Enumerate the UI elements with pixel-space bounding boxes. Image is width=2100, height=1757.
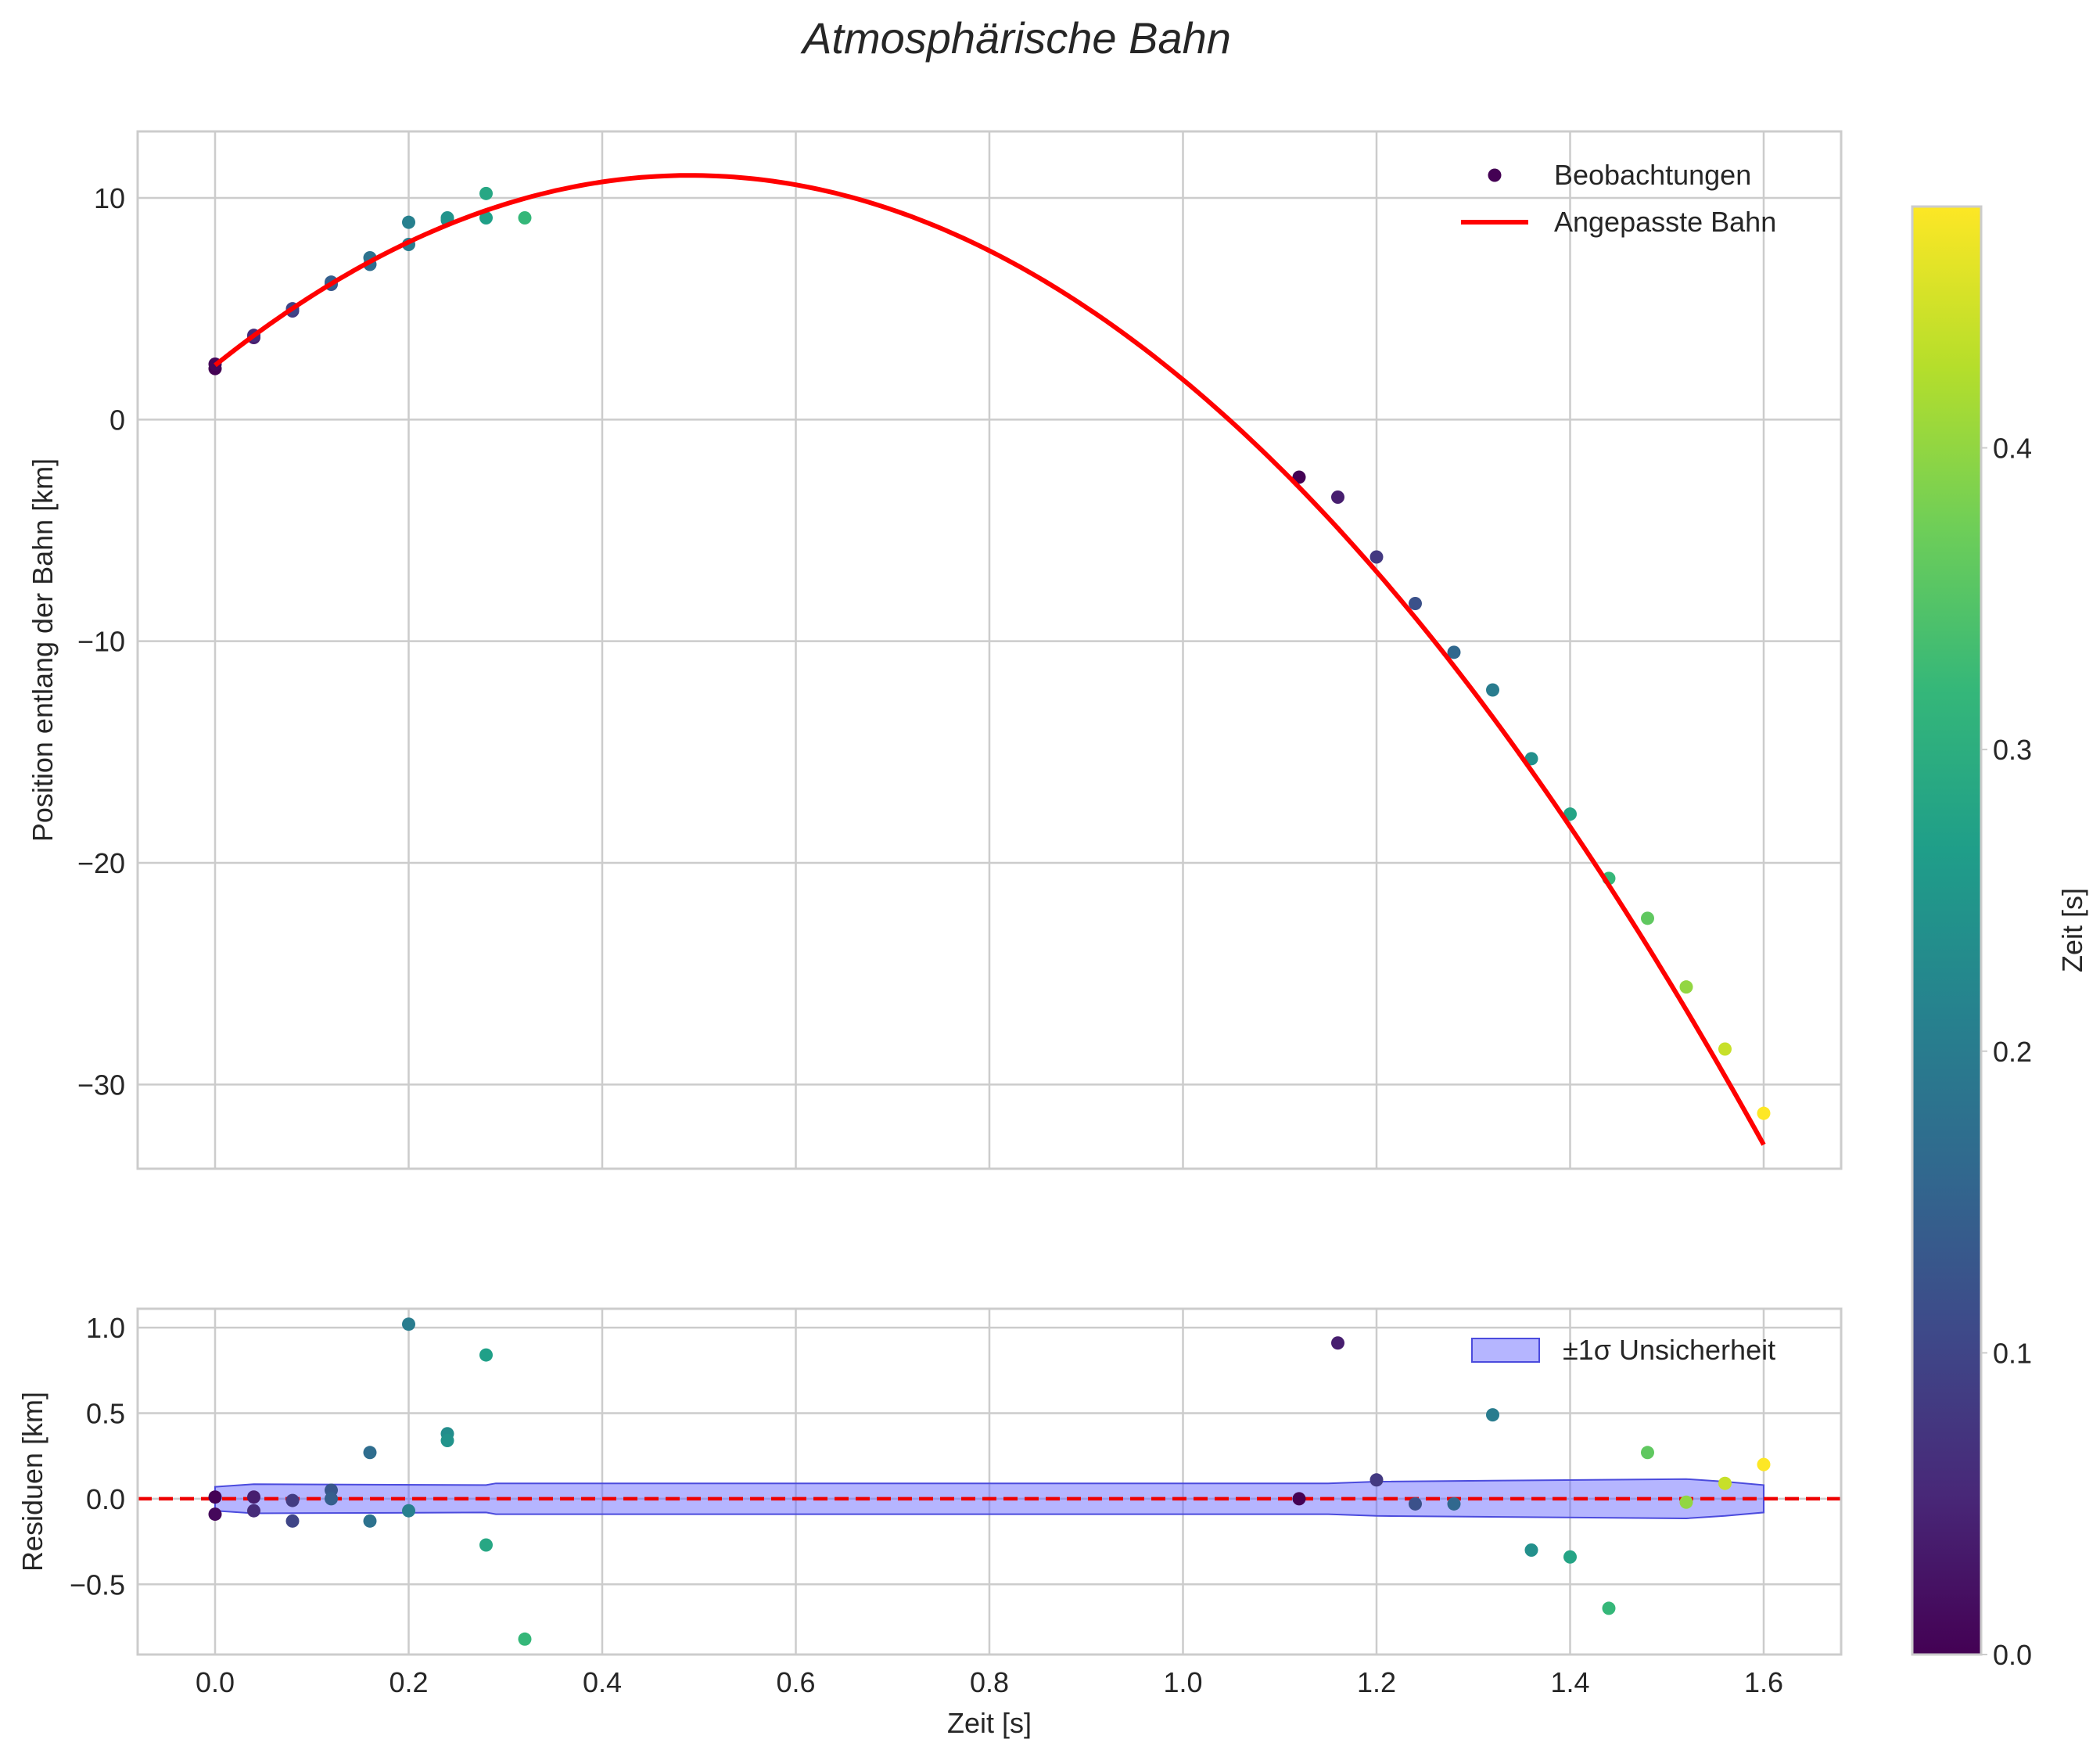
- fitted-trajectory-line: [214, 173, 1766, 1146]
- residual-point: [518, 1632, 532, 1646]
- chart-title: Atmosphärische Bahn: [800, 13, 1231, 63]
- residual-point: [1292, 1492, 1306, 1506]
- colorbar: 0.0 0.1 0.2 0.3 0.4 Zeit [s]: [1911, 205, 2088, 1671]
- x-tick-label: 0.8: [970, 1666, 1009, 1698]
- colorbar-tick-label: 0.2: [1993, 1036, 2032, 1068]
- trajectory-y-axis-label: Position entlang der Bahn [km]: [27, 458, 59, 842]
- residual-point: [479, 1348, 493, 1362]
- residual-point: [208, 1507, 222, 1522]
- residual-point: [363, 1446, 377, 1460]
- x-tick-label: 1.0: [1163, 1666, 1202, 1698]
- trajectory-y-tick-label: −10: [77, 626, 125, 658]
- residual-point: [1486, 1408, 1499, 1422]
- residuals-y-axis-label: Residuen [km]: [16, 1392, 48, 1572]
- residual-point: [1641, 1446, 1654, 1460]
- trajectory-y-tick-label: 0: [109, 404, 125, 436]
- observation-point: [1486, 683, 1499, 697]
- residual-point: [1563, 1550, 1577, 1564]
- trajectory-plot: [208, 173, 1771, 1146]
- legend-observations-label: Beobachtungen: [1554, 159, 1751, 191]
- trajectory-panel: 10 0 −10 −20 −30 Position entlang der Bahn […: [27, 130, 1843, 1170]
- observation-point: [1447, 645, 1461, 659]
- colorbar-gradient: [1912, 207, 1981, 1655]
- x-tick-label: 1.4: [1550, 1666, 1589, 1698]
- observation-point: [1718, 1042, 1732, 1056]
- residual-point: [440, 1433, 454, 1447]
- residual-point: [1447, 1497, 1461, 1511]
- residuals-y-tick-label: 0.5: [86, 1397, 125, 1429]
- residual-point: [1369, 1473, 1384, 1487]
- legend-fit-line-label: Angepasste Bahn: [1554, 206, 1776, 238]
- residuals-y-tick-label: 1.0: [86, 1312, 125, 1344]
- x-tick-label: 1.2: [1357, 1666, 1396, 1698]
- colorbar-ticks: 0.0 0.1 0.2 0.3 0.4: [1981, 433, 2032, 1671]
- trajectory-frame: [136, 130, 1843, 1170]
- legend-uncertainty-swatch: [1471, 1338, 1540, 1363]
- residuals-plot: [138, 1317, 1841, 1646]
- observation-point: [1757, 1106, 1771, 1120]
- x-tick-label: 0.6: [776, 1666, 815, 1698]
- residual-point: [285, 1493, 300, 1507]
- trajectory-y-tick-label: −20: [77, 847, 125, 879]
- observation-point: [1679, 980, 1693, 994]
- residual-point: [285, 1514, 300, 1528]
- legend-observations-marker: [1488, 168, 1502, 182]
- residual-point: [1331, 1336, 1344, 1350]
- observation-point: [1409, 597, 1422, 610]
- residuals-x-ticks: 0.0 0.2 0.4 0.6 0.8 1.0 1.2 1.4 1.6: [196, 1666, 1783, 1698]
- trajectory-y-tick-label: −30: [77, 1069, 125, 1101]
- observation-point: [1641, 911, 1654, 925]
- residual-point: [1524, 1543, 1538, 1558]
- observation-point: [1563, 807, 1577, 821]
- colorbar-tick-label: 0.1: [1993, 1337, 2032, 1369]
- residual-point: [1679, 1495, 1693, 1509]
- residual-point: [402, 1504, 415, 1518]
- residual-point: [1409, 1497, 1422, 1511]
- residual-point: [1757, 1457, 1771, 1471]
- observation-point: [402, 215, 415, 229]
- residuals-panel: 1.0 0.5 0.0 −0.5 0.0 0.2 0.4 0.6 0.8 1.0 1.2 1.4 1.…: [16, 1307, 1843, 1739]
- trajectory-y-ticks: 10 0 −10 −20 −30: [77, 182, 125, 1101]
- residual-point: [402, 1317, 415, 1331]
- residual-point: [1718, 1476, 1732, 1490]
- observation-point: [1369, 550, 1384, 564]
- x-tick-label: 0.4: [583, 1666, 622, 1698]
- residual-point: [1602, 1601, 1616, 1615]
- colorbar-label: Zeit [s]: [2056, 888, 2088, 972]
- residual-point: [479, 1538, 493, 1552]
- residuals-y-tick-label: 0.0: [86, 1483, 125, 1515]
- colorbar-tick-label: 0.3: [1993, 734, 2032, 766]
- residual-point: [363, 1514, 377, 1528]
- colorbar-tick-label: 0.0: [1993, 1639, 2032, 1671]
- x-tick-label: 0.0: [196, 1666, 235, 1698]
- residual-point: [325, 1492, 338, 1506]
- trajectory-y-tick-label: 10: [94, 182, 125, 214]
- residuals-x-axis-label: Zeit [s]: [947, 1707, 1032, 1739]
- colorbar-tick-label: 0.4: [1993, 433, 2032, 465]
- residuals-y-tick-label: −0.5: [70, 1568, 125, 1601]
- observation-point: [518, 211, 532, 225]
- x-tick-label: 1.6: [1744, 1666, 1783, 1698]
- trajectory-legend: Beobachtungen Angepasste Bahn: [1461, 159, 1776, 238]
- residuals-legend: ±1σ Unsicherheit: [1471, 1334, 1775, 1366]
- observation-point: [479, 186, 493, 200]
- observation-point: [479, 211, 493, 225]
- residual-point: [208, 1490, 222, 1504]
- residuals-frame: [136, 1307, 1843, 1656]
- residuals-y-ticks: 1.0 0.5 0.0 −0.5: [70, 1312, 125, 1601]
- residual-point: [247, 1490, 260, 1504]
- observation-point: [1292, 470, 1306, 484]
- trajectory-grid: [138, 131, 1841, 1169]
- residual-point: [247, 1504, 260, 1518]
- x-tick-label: 0.2: [389, 1666, 428, 1698]
- legend-uncertainty-label: ±1σ Unsicherheit: [1563, 1334, 1775, 1366]
- observation-point: [1331, 490, 1344, 504]
- colorbar-frame: [1911, 205, 1983, 1656]
